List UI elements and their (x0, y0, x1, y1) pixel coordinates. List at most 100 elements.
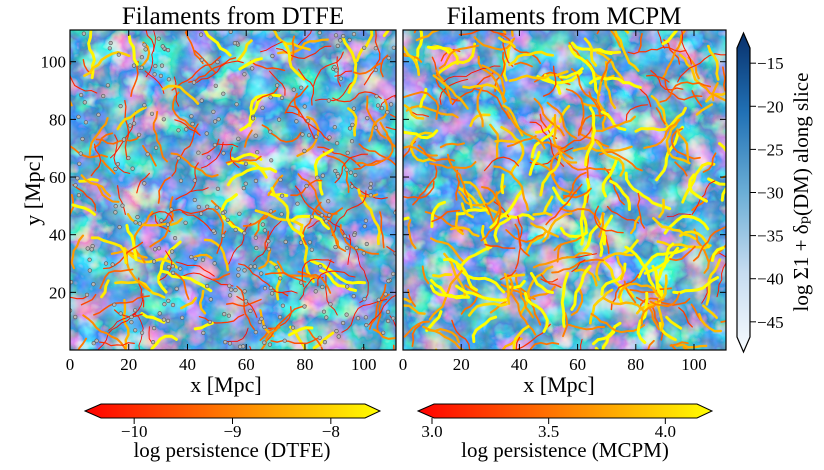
critical-point (381, 330, 386, 335)
filament (71, 203, 96, 216)
critical-point (268, 95, 273, 100)
critical-point (362, 297, 367, 302)
critical-point (386, 278, 391, 284)
critical-point (354, 245, 359, 250)
critical-point (208, 297, 213, 302)
filament (457, 185, 506, 207)
critical-point (80, 136, 85, 142)
filament (99, 268, 134, 290)
critical-point (76, 193, 81, 198)
critical-point (327, 213, 332, 218)
filament (634, 106, 687, 133)
critical-point (274, 265, 279, 270)
filament (403, 216, 410, 221)
critical-point (345, 284, 350, 289)
filament (285, 111, 315, 139)
filament (552, 186, 571, 206)
filament (663, 214, 710, 235)
critical-point (170, 249, 175, 254)
critical-point (199, 98, 204, 103)
critical-point (129, 314, 134, 320)
filament (474, 88, 511, 120)
critical-point (269, 158, 274, 163)
persistence-tick-label: 3.5 (538, 422, 559, 441)
critical-point (199, 211, 204, 216)
filament (140, 312, 166, 324)
filament (196, 60, 244, 83)
critical-point (126, 155, 131, 161)
filament (655, 242, 675, 301)
critical-point (302, 104, 307, 109)
filament (145, 30, 156, 78)
filament (443, 65, 501, 83)
critical-point (275, 83, 280, 88)
critical-point (238, 344, 243, 349)
filament (546, 101, 578, 140)
filament (670, 127, 701, 160)
filament (710, 246, 725, 262)
critical-point (157, 311, 162, 316)
filament (600, 110, 627, 132)
filament (536, 70, 583, 85)
filament (415, 30, 440, 42)
critical-point (326, 199, 331, 204)
critical-point (192, 178, 197, 183)
critical-point (315, 175, 320, 180)
critical-point (133, 308, 138, 313)
filament (559, 67, 584, 79)
critical-point (225, 217, 230, 222)
critical-point (236, 273, 241, 278)
filament (431, 56, 464, 102)
filament (78, 177, 99, 183)
axes-frame-mcpm (402, 29, 727, 351)
density-colorbar-bar (736, 31, 751, 354)
filament (100, 279, 110, 299)
filament (157, 176, 171, 204)
xlabel-dtfe: x [Mpc] (190, 372, 261, 397)
filament (562, 157, 615, 171)
filament (271, 30, 311, 51)
filament (341, 299, 387, 333)
critical-point (153, 247, 158, 252)
filament (455, 169, 460, 201)
filament (481, 64, 506, 104)
filament (500, 173, 505, 195)
critical-point (118, 103, 123, 109)
filament (211, 208, 224, 237)
critical-point (262, 340, 267, 345)
filament (477, 55, 507, 103)
filament (695, 103, 714, 116)
filament (116, 106, 147, 131)
critical-point (349, 184, 355, 189)
filament (700, 83, 726, 103)
filament (579, 213, 585, 246)
critical-point (205, 204, 210, 209)
filament (533, 97, 565, 137)
critical-point (117, 225, 122, 230)
critical-point (253, 133, 258, 138)
critical-point (309, 214, 315, 219)
y-tick-label: 20 (49, 283, 66, 302)
filament (503, 272, 511, 305)
critical-point (385, 309, 391, 315)
persistence-tick-label: 4.0 (655, 422, 676, 441)
filament (605, 234, 610, 254)
critical-point (321, 309, 327, 314)
filament (497, 32, 541, 64)
filament (403, 90, 440, 120)
filament (200, 141, 224, 169)
filament (229, 146, 240, 169)
critical-point (129, 320, 134, 325)
critical-point (350, 122, 355, 127)
filament (358, 193, 379, 198)
critical-point (333, 244, 338, 250)
filament (409, 131, 437, 163)
critical-point (322, 340, 328, 345)
critical-point (76, 114, 81, 119)
filament (325, 259, 338, 316)
filament (462, 180, 505, 216)
filament (403, 44, 421, 77)
filament (456, 208, 489, 216)
persistence-tick-label: 3.0 (421, 422, 442, 441)
critical-point (270, 291, 275, 296)
